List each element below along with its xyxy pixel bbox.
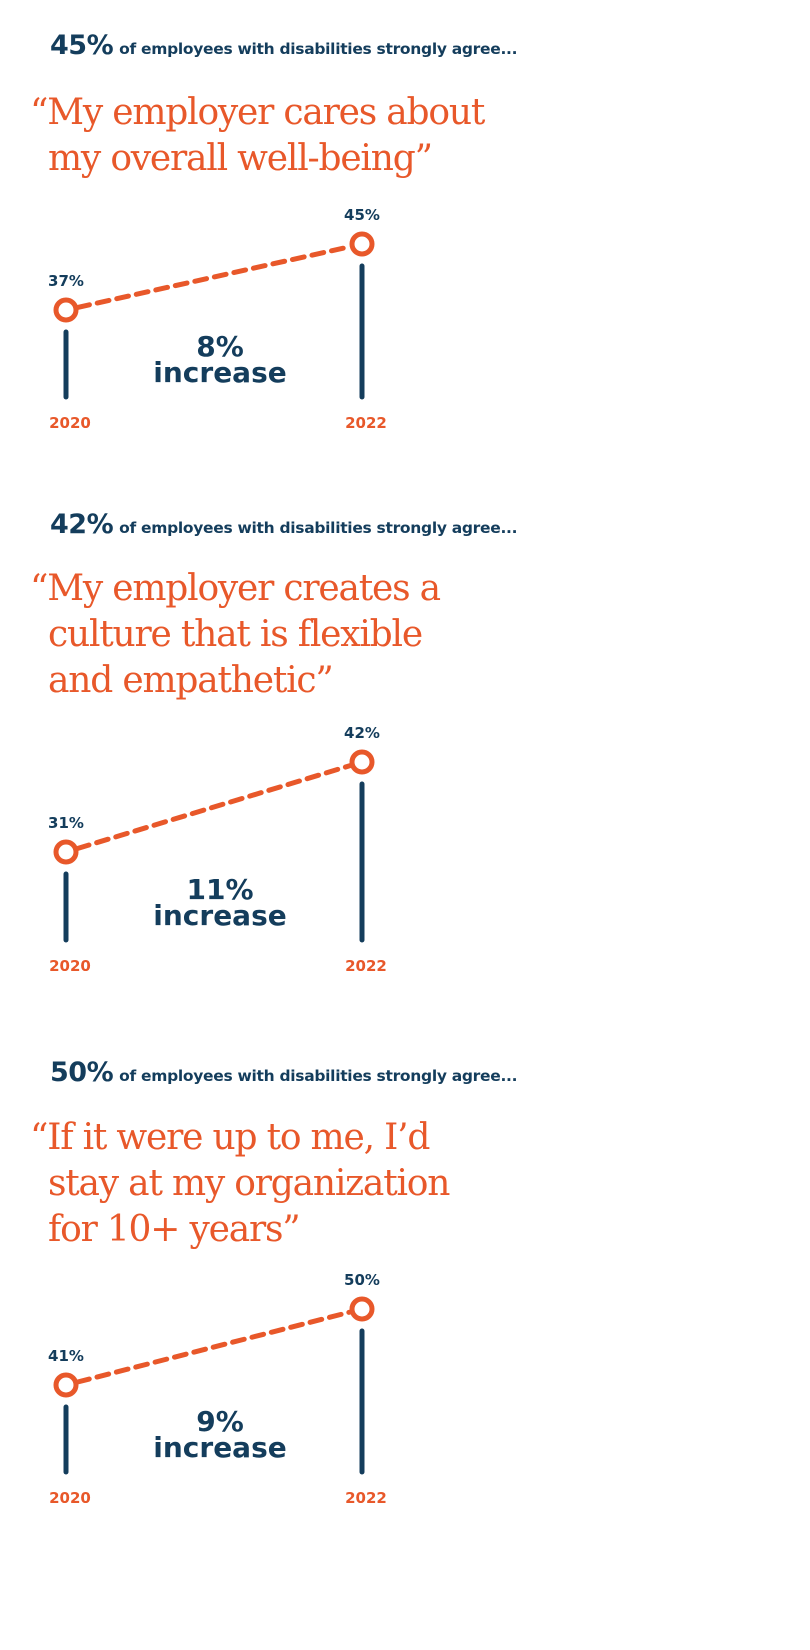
- change-text: increase: [153, 1431, 286, 1464]
- headline-text: of employees with disabilities strongly …: [119, 519, 518, 537]
- change-value: 11%: [186, 873, 253, 906]
- year-label: 2022: [345, 957, 387, 975]
- value-label: 37%: [48, 272, 84, 290]
- headline-value: 42%: [50, 509, 114, 540]
- data-point-2022: [349, 1296, 375, 1322]
- data-point-2020: [53, 297, 79, 323]
- value-label: 45%: [344, 206, 380, 224]
- headline: 45% of employees with disabilities strong…: [50, 30, 518, 61]
- trend-line: [75, 1309, 353, 1385]
- value-label: 41%: [48, 1347, 84, 1365]
- change-text: increase: [153, 899, 286, 932]
- data-point-2020: [53, 839, 79, 865]
- headline-text: of employees with disabilities strongly …: [119, 1067, 518, 1085]
- quote: “If it were up to me, I’d stay at my orga…: [30, 1115, 450, 1253]
- quote-line: and empathetic”: [48, 660, 334, 701]
- data-point-2022: [349, 749, 375, 775]
- value-label: 42%: [344, 724, 380, 742]
- data-point-2020: [53, 1372, 79, 1398]
- change-text: increase: [153, 356, 286, 389]
- year-label: 2020: [49, 1489, 91, 1507]
- year-label: 2022: [345, 414, 387, 432]
- trend-line: [74, 762, 354, 852]
- data-point-2022: [349, 231, 375, 257]
- value-label: 50%: [344, 1271, 380, 1289]
- value-label: 31%: [48, 814, 84, 832]
- year-label: 2020: [49, 957, 91, 975]
- headline-value: 45%: [50, 30, 114, 61]
- quote-line: for 10+ years”: [48, 1209, 301, 1250]
- line-chart: 37% 2020 45% 2022 8%increase: [48, 206, 387, 432]
- line-chart: 31% 2020 42% 2022 11%increase: [48, 724, 387, 975]
- quote: “My employer creates a culture that is fl…: [30, 566, 441, 704]
- headline: 42% of employees with disabilities strong…: [50, 509, 518, 540]
- headline: 50% of employees with disabilities strong…: [50, 1057, 518, 1088]
- quote-line: “My employer cares about: [30, 92, 485, 133]
- change-value: 8%: [196, 330, 244, 363]
- quote: “My employer cares about my overall well-…: [30, 90, 485, 182]
- year-label: 2022: [345, 1489, 387, 1507]
- trend-line: [75, 244, 353, 310]
- quote-line: my overall well-being”: [48, 138, 433, 179]
- quote-line: “My employer creates a: [30, 568, 441, 609]
- year-label: 2020: [49, 414, 91, 432]
- headline-text: of employees with disabilities strongly …: [119, 40, 518, 58]
- change-value: 9%: [196, 1405, 244, 1438]
- line-chart: 41% 2020 50% 2022 9%increase: [48, 1271, 387, 1507]
- quote-line: “If it were up to me, I’d: [30, 1117, 430, 1158]
- quote-line: stay at my organization: [48, 1163, 450, 1204]
- quote-line: culture that is flexible: [48, 614, 423, 655]
- headline-value: 50%: [50, 1057, 114, 1088]
